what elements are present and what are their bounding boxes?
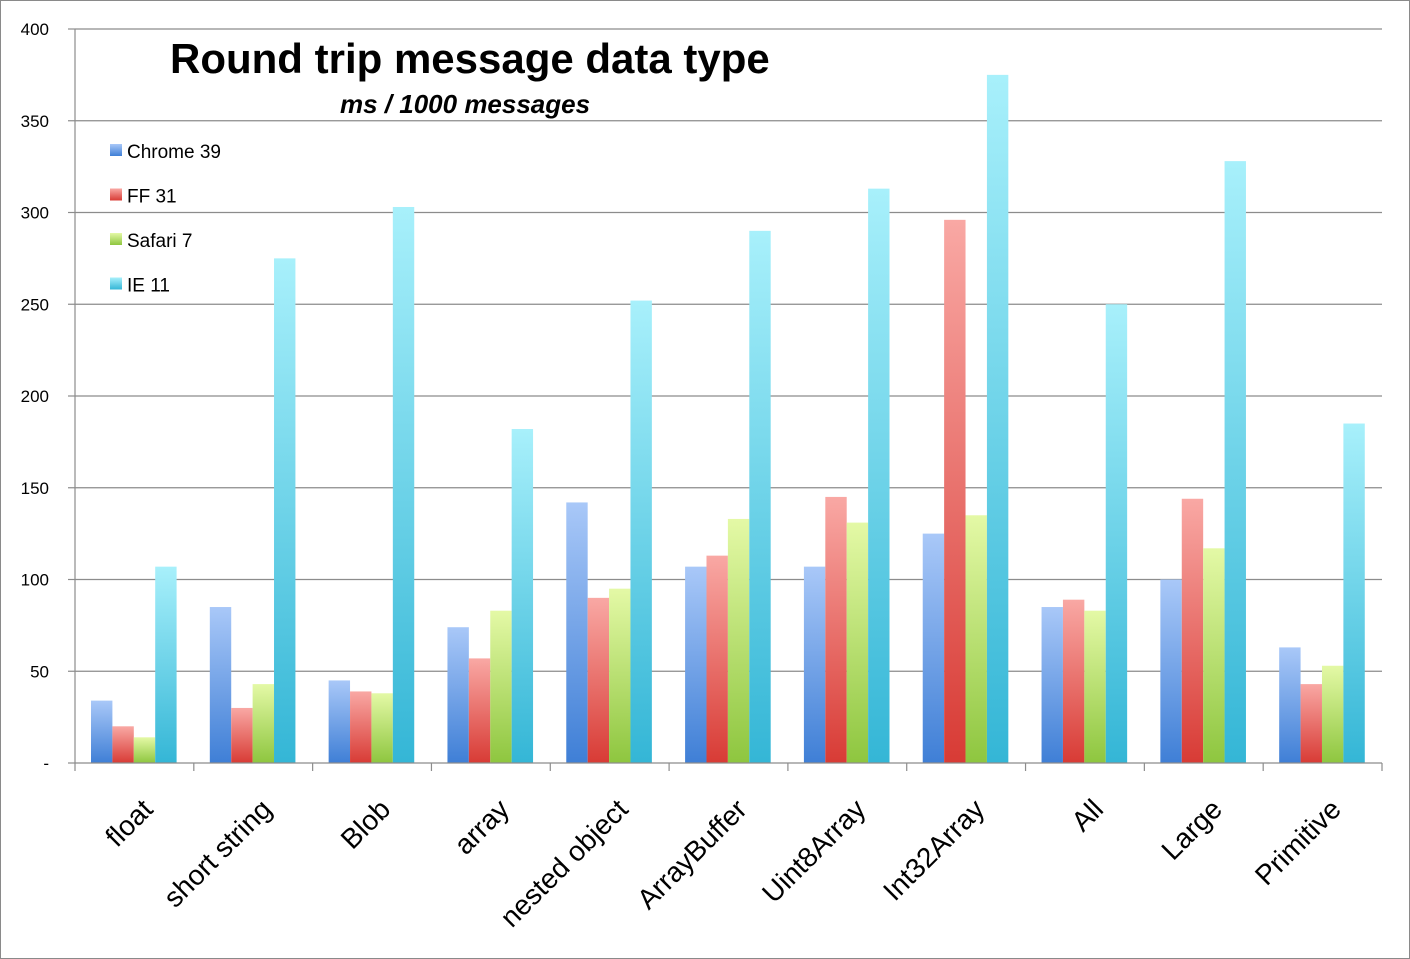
bar xyxy=(868,188,890,763)
legend-label: Safari 7 xyxy=(127,231,192,252)
bar xyxy=(490,610,512,763)
y-tick-label: 50 xyxy=(30,662,49,681)
legend-swatch xyxy=(110,188,122,201)
x-category-label: All xyxy=(1065,793,1109,837)
bar xyxy=(274,258,296,763)
bar xyxy=(706,555,728,763)
bar xyxy=(328,680,351,763)
bar xyxy=(1300,684,1322,763)
x-category-label: Large xyxy=(1155,793,1228,866)
x-category-label: nested object xyxy=(494,793,634,933)
legend-label: Chrome 39 xyxy=(127,142,221,163)
bar xyxy=(685,566,707,763)
bar xyxy=(1062,599,1085,763)
bar xyxy=(371,693,393,763)
bar xyxy=(1224,161,1246,763)
bar xyxy=(1279,647,1301,763)
bar xyxy=(1105,304,1128,763)
bar xyxy=(1343,423,1365,763)
bar xyxy=(252,684,275,763)
bar xyxy=(846,522,869,763)
y-tick-label: 300 xyxy=(21,204,49,223)
bar xyxy=(630,300,652,763)
chart-subtitle: ms / 1000 messages xyxy=(340,89,590,119)
bar xyxy=(944,219,966,764)
y-tick-label: 250 xyxy=(21,295,49,314)
x-category-label: Primitive xyxy=(1249,793,1347,891)
bar xyxy=(468,658,491,763)
bar xyxy=(1181,498,1204,763)
bar xyxy=(566,502,588,763)
chart-title: Round trip message data type xyxy=(170,35,770,82)
bar xyxy=(511,429,534,763)
bar xyxy=(1084,610,1106,763)
bar xyxy=(1321,665,1344,763)
y-tick-label: 200 xyxy=(21,387,49,406)
bar xyxy=(1203,548,1225,763)
bar xyxy=(91,700,113,763)
bar xyxy=(922,533,945,763)
y-tick-label: - xyxy=(43,754,49,773)
bar xyxy=(231,707,253,763)
x-category-label: Uint8Array xyxy=(756,793,871,908)
bar xyxy=(609,588,631,763)
bar xyxy=(825,496,847,763)
bar xyxy=(209,607,232,763)
y-tick-label: 350 xyxy=(21,112,49,131)
bar xyxy=(1041,607,1063,763)
legend: Chrome 39 FF 31 Safari 7 IE 11 xyxy=(110,142,221,297)
y-tick-label: 400 xyxy=(21,20,49,39)
bar xyxy=(350,691,372,763)
y-tick-label: 150 xyxy=(21,479,49,498)
bars xyxy=(91,74,1365,764)
y-tick-label: 100 xyxy=(21,571,49,590)
bar xyxy=(965,515,987,763)
x-category-label: float xyxy=(99,793,158,852)
legend-swatch xyxy=(110,277,122,290)
bar xyxy=(986,74,1009,763)
x-category-label: array xyxy=(448,793,515,860)
bar xyxy=(587,597,610,763)
bar xyxy=(749,230,771,764)
x-category-label: Int32Array xyxy=(877,793,990,906)
legend-swatch xyxy=(110,233,122,245)
x-category-label: Blob xyxy=(335,793,397,855)
bar xyxy=(803,566,826,763)
bar xyxy=(447,627,469,763)
bar xyxy=(112,726,134,763)
bar xyxy=(1160,579,1182,763)
bar xyxy=(727,518,750,763)
legend-label: IE 11 xyxy=(127,276,170,297)
legend-label: FF 31 xyxy=(127,187,177,208)
legend-swatch xyxy=(110,144,122,156)
bar xyxy=(133,737,156,763)
bar xyxy=(392,206,415,763)
x-category-label: short string xyxy=(158,793,278,913)
x-category-label: ArrayBuffer xyxy=(631,793,753,915)
bar xyxy=(155,566,177,763)
